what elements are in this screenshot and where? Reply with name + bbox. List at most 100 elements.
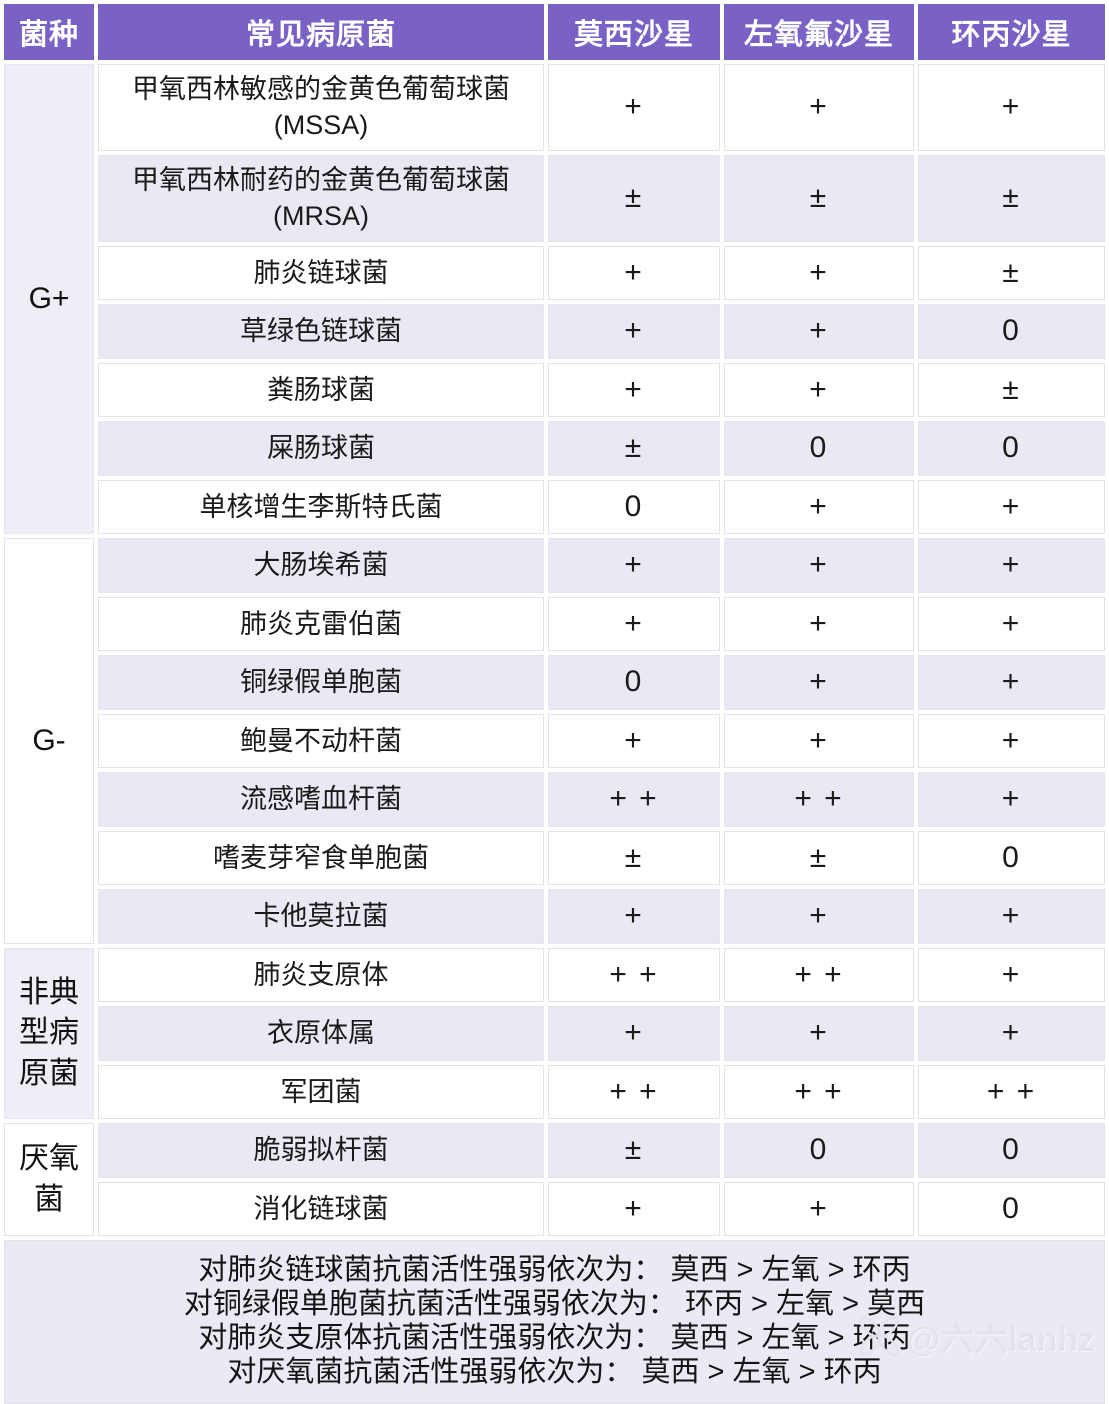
table-row: 屎肠球菌 ±0 0 xyxy=(4,421,1105,476)
table-row: 非典型病原菌 肺炎支原体 + + + + + xyxy=(4,947,1105,1120)
value-cell: + xyxy=(918,772,1105,827)
footer-note: 对肺炎支原体抗菌活性强弱依次为： 莫西 > 左氧 > 环丙 xyxy=(198,1322,911,1355)
value-cell: + xyxy=(548,64,720,151)
value-cell: 0 xyxy=(918,830,1105,886)
value-cell: + xyxy=(548,596,720,652)
table-row: 肺炎克雷伯菌 + + + xyxy=(4,596,1105,652)
table-row: G- 大肠埃希菌 + + + xyxy=(4,538,1105,944)
group-cell: G- xyxy=(4,538,94,944)
value-cell: 0 xyxy=(724,1123,914,1178)
value-cell: + xyxy=(724,655,914,710)
pathogen-cell: 消化链球菌 xyxy=(98,1181,544,1237)
table-header: 菌种 常见病原菌 莫西沙星 左氧氟沙星 环丙沙星 xyxy=(4,4,1105,60)
pathogen-cell: 铜绿假单胞菌 xyxy=(98,655,544,710)
pathogen-cell: 粪肠球菌 xyxy=(98,362,544,418)
value-cell: ± xyxy=(548,830,720,886)
table-row: 衣原体属 + + + xyxy=(4,1006,1105,1061)
value-cell: 0 xyxy=(918,304,1105,359)
value-cell: ± xyxy=(548,421,720,476)
value-cell: + xyxy=(918,713,1105,769)
antibiotic-comparison-table: 菌种 常见病原菌 莫西沙星 左氧氟沙星 环丙沙星 G+ 甲氧西林敏感的金黄色葡萄球… xyxy=(4,4,1105,1237)
column-header-ciprofloxacin: 环丙沙星 xyxy=(918,4,1105,60)
pathogen-cell: 衣原体属 xyxy=(98,1006,544,1061)
table-body: G+ 甲氧西林敏感的金黄色葡萄球菌 (MSSA) + + + 甲氧西林耐药的金黄色葡萄球菌… xyxy=(4,64,1105,1237)
pathogen-cell: 屎肠球菌 xyxy=(98,421,544,476)
table-row: 军团菌 + + + + + + xyxy=(4,1064,1105,1120)
table-row: 卡他莫拉菌 + + + xyxy=(4,889,1105,944)
value-cell: + + xyxy=(918,1064,1105,1120)
value-cell: + xyxy=(724,245,914,301)
column-header-pathogen: 常见病原菌 xyxy=(98,4,544,60)
value-cell: + xyxy=(548,304,720,359)
pathogen-cell: 肺炎克雷伯菌 xyxy=(98,596,544,652)
value-cell: + xyxy=(724,596,914,652)
pathogen-cell: 鲍曼不动杆菌 xyxy=(98,713,544,769)
value-cell: + + xyxy=(724,1064,914,1120)
value-cell: + xyxy=(548,245,720,301)
value-cell: + xyxy=(918,538,1105,593)
value-cell: + xyxy=(724,713,914,769)
value-cell: ± xyxy=(918,154,1105,242)
table-row: 鲍曼不动杆菌 + + + xyxy=(4,713,1105,769)
value-cell: 0 xyxy=(724,421,914,476)
value-cell: + + xyxy=(724,947,914,1003)
pathogen-cell: 脆弱拟杆菌 xyxy=(98,1123,544,1178)
pathogen-cell: 甲氧西林敏感的金黄色葡萄球菌 (MSSA) xyxy=(98,64,544,151)
value-cell: 0 xyxy=(918,1181,1105,1237)
value-cell: ± xyxy=(724,154,914,242)
value-cell: + xyxy=(548,1181,720,1237)
value-cell: + xyxy=(724,479,914,535)
value-cell: + xyxy=(918,479,1105,535)
column-header-species: 菌种 xyxy=(4,4,94,60)
value-cell: + xyxy=(918,947,1105,1003)
value-cell: + xyxy=(724,1006,914,1061)
pathogen-cell: 单核增生李斯特氏菌 xyxy=(98,479,544,535)
pathogen-cell: 草绿色链球菌 xyxy=(98,304,544,359)
value-cell: ± xyxy=(548,154,720,242)
value-cell: ± xyxy=(918,362,1105,418)
table-row: 铜绿假单胞菌 0 + + xyxy=(4,655,1105,710)
value-cell: + xyxy=(918,1006,1105,1061)
pathogen-cell: 肺炎支原体 xyxy=(98,947,544,1003)
table-row: 消化链球菌 + +0 xyxy=(4,1181,1105,1237)
pathogen-cell: 嗜麦芽窄食单胞菌 xyxy=(98,830,544,886)
table-row: G+ 甲氧西林敏感的金黄色葡萄球菌 (MSSA) + + + xyxy=(4,64,1105,535)
pathogen-cell: 肺炎链球菌 xyxy=(98,245,544,301)
value-cell: ± xyxy=(918,245,1105,301)
value-cell: 0 xyxy=(918,421,1105,476)
table-row: 单核增生李斯特氏菌 0 + + xyxy=(4,479,1105,535)
value-cell: + xyxy=(548,1006,720,1061)
value-cell: + + xyxy=(548,947,720,1003)
value-cell: + xyxy=(918,655,1105,710)
table-row: 粪肠球菌 + + ± xyxy=(4,362,1105,418)
column-header-moxifloxacin: 莫西沙星 xyxy=(548,4,720,60)
value-cell: + xyxy=(724,1181,914,1237)
table-row: 嗜麦芽窄食单胞菌 ± ±0 xyxy=(4,830,1105,886)
value-cell: + xyxy=(724,304,914,359)
value-cell: + xyxy=(724,362,914,418)
footer-note: 对厌氧菌抗菌活性强弱依次为： 莫西 > 左氧 > 环丙 xyxy=(227,1356,882,1389)
pathogen-cell: 卡他莫拉菌 xyxy=(98,889,544,944)
table-row: 厌氧菌 脆弱拟杆菌 ±0 0 xyxy=(4,1123,1105,1237)
value-cell: ± xyxy=(724,830,914,886)
value-cell: 0 xyxy=(548,479,720,535)
value-cell: + xyxy=(548,713,720,769)
footer-note: 对铜绿假单胞菌抗菌活性强弱依次为： 环丙 > 左氧 > 莫西 xyxy=(183,1288,926,1321)
value-cell: + xyxy=(724,889,914,944)
value-cell: + xyxy=(918,64,1105,151)
value-cell: + xyxy=(724,64,914,151)
value-cell: 0 xyxy=(918,1123,1105,1178)
value-cell: + xyxy=(548,362,720,418)
group-cell: G+ xyxy=(4,64,94,535)
footer-notes: 对肺炎链球菌抗菌活性强弱依次为： 莫西 > 左氧 > 环丙 对铜绿假单胞菌抗菌活… xyxy=(4,1240,1105,1404)
value-cell: ± xyxy=(548,1123,720,1178)
value-cell: + + xyxy=(548,1064,720,1120)
value-cell: + xyxy=(918,596,1105,652)
table-row: 流感嗜血杆菌 + + + + + xyxy=(4,772,1105,827)
value-cell: + + xyxy=(548,772,720,827)
group-cell: 厌氧菌 xyxy=(4,1123,94,1237)
pathogen-cell: 甲氧西林耐药的金黄色葡萄球菌 (MRSA) xyxy=(98,154,544,242)
pathogen-cell: 大肠埃希菌 xyxy=(98,538,544,593)
footer-note: 对肺炎链球菌抗菌活性强弱依次为： 莫西 > 左氧 > 环丙 xyxy=(198,1254,911,1287)
value-cell: + xyxy=(724,538,914,593)
